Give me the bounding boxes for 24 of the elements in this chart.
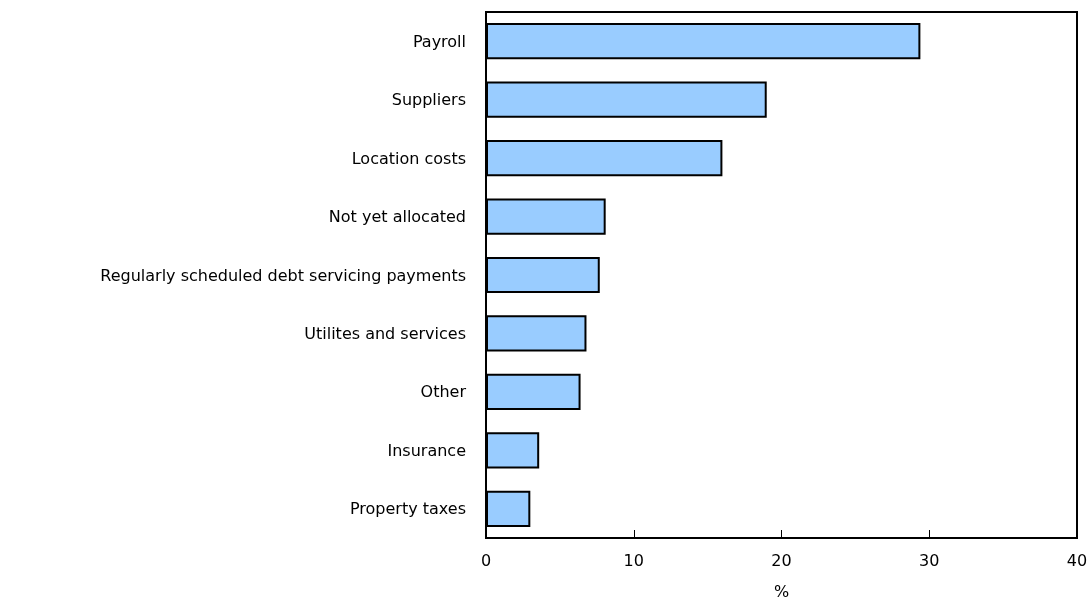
bar [486, 432, 540, 469]
bar [486, 198, 606, 235]
bar [486, 139, 723, 177]
x-tick-label: 40 [1066, 550, 1088, 570]
y-tick-label: Not yet allocated [328, 207, 466, 227]
x-tick-label: 10 [623, 550, 644, 570]
y-tick-label: Suppliers [391, 90, 466, 110]
y-tick-label: Regularly scheduled debt servicing payments [100, 265, 466, 285]
bar [486, 373, 581, 411]
y-tick-label: Utilites and services [304, 323, 466, 343]
x-tick-label: 20 [771, 550, 792, 570]
x-tick-label: 30 [919, 550, 940, 570]
y-tick-label: Other [420, 382, 467, 402]
bar [486, 490, 531, 527]
bar [486, 81, 767, 118]
bar [486, 256, 600, 294]
y-tick-label: Property taxes [349, 499, 466, 519]
bar [486, 315, 587, 352]
y-tick-label: Insurance [387, 440, 466, 460]
x-tick-label: 0 [480, 550, 492, 570]
y-tick-label: Payroll [412, 31, 466, 51]
bar [486, 23, 921, 60]
x-axis-title: % [773, 581, 790, 601]
y-tick-label: Location costs [351, 148, 466, 168]
